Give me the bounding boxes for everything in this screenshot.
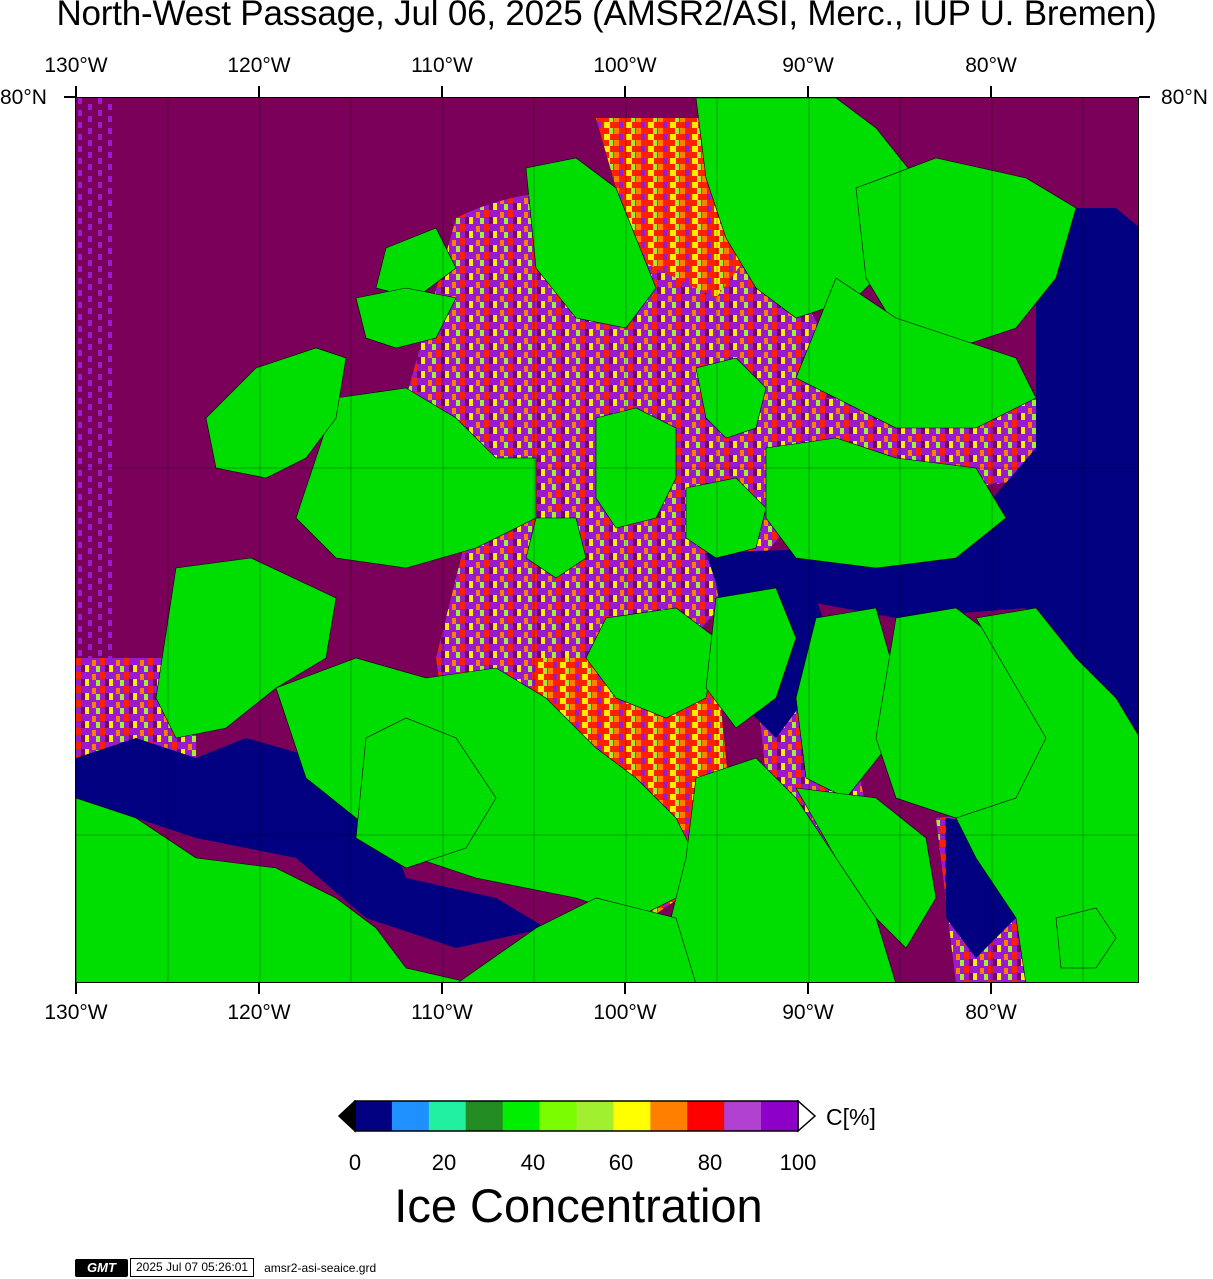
frame-tick <box>441 983 443 994</box>
colorbar-tick-label: 80 <box>697 1150 723 1175</box>
lon-label: 100°W <box>593 54 657 77</box>
ice-concentration-map <box>75 97 1139 983</box>
colorbar-segment <box>724 1101 762 1131</box>
lon-label: 100°W <box>593 1001 657 1024</box>
lon-label: 110°W <box>411 54 473 77</box>
lon-label: 110°W <box>411 1001 473 1024</box>
colorbar-segment <box>502 1101 541 1131</box>
lon-label: 120°W <box>227 1001 291 1024</box>
lat-label-right: 80°N <box>1161 86 1208 109</box>
timestamp: 2025 Jul 07 05:26:01 <box>130 1258 255 1277</box>
colorbar-tick-label: 40 <box>520 1150 546 1175</box>
frame-tick <box>64 96 75 98</box>
colorbar-units: C[%] <box>826 1104 876 1130</box>
lon-label: 80°W <box>965 54 1017 77</box>
map-title: North-West Passage, Jul 06, 2025 (AMSR2/… <box>56 0 1157 33</box>
lon-label: 130°W <box>44 1001 108 1024</box>
lon-label: 120°W <box>227 54 291 77</box>
lon-label: 90°W <box>782 54 834 77</box>
frame-tick <box>990 983 992 994</box>
colorbar-segment <box>650 1101 688 1131</box>
lon-label: 130°W <box>44 54 108 77</box>
gmt-logo: GMT <box>75 1258 128 1277</box>
colorbar-segment <box>761 1101 799 1131</box>
colorbar-tick-label: 100 <box>779 1150 817 1175</box>
colorbar-tick-label: 0 <box>348 1150 362 1175</box>
colorbar-segment <box>465 1101 504 1131</box>
frame-tick <box>1139 96 1150 98</box>
colorbar-frame <box>354 1100 799 1132</box>
colorbar-segment <box>687 1101 725 1131</box>
colorbar <box>338 1100 817 1133</box>
frame-tick <box>624 983 626 994</box>
grid-filename: amsr2-asi-seaice.grd <box>264 1260 377 1275</box>
lat-label-left: 80°N <box>0 86 47 109</box>
graticule <box>76 98 1138 982</box>
frame-tick <box>258 983 260 994</box>
colorbar-segment <box>391 1101 430 1131</box>
colorbar-segment <box>428 1101 467 1131</box>
frame-tick <box>75 86 77 97</box>
frame-tick <box>990 86 992 97</box>
frame-tick <box>75 983 77 994</box>
footer: GMT 2025 Jul 07 05:26:01 amsr2-asi-seaic… <box>75 1258 376 1277</box>
frame-tick <box>807 86 809 97</box>
land-masses <box>76 98 1138 982</box>
colorbar-segment <box>355 1101 393 1131</box>
legend-title: Ice Concentration <box>394 1179 763 1232</box>
colorbar-tick-label: 60 <box>608 1150 634 1175</box>
colorbar-segments <box>355 1101 799 1131</box>
frame-tick <box>441 86 443 97</box>
colorbar-tick-label: 20 <box>431 1150 457 1175</box>
frame-tick <box>624 86 626 97</box>
frame-tick <box>258 86 260 97</box>
colorbar-segment <box>539 1101 577 1131</box>
frame-tick <box>807 983 809 994</box>
lon-label: 80°W <box>965 1001 1017 1024</box>
colorbar-segment <box>576 1101 614 1131</box>
colorbar-over-arrow <box>797 1100 817 1133</box>
colorbar-segment <box>613 1101 651 1131</box>
lon-label: 90°W <box>782 1001 834 1024</box>
colorbar-under-arrow <box>338 1100 356 1133</box>
